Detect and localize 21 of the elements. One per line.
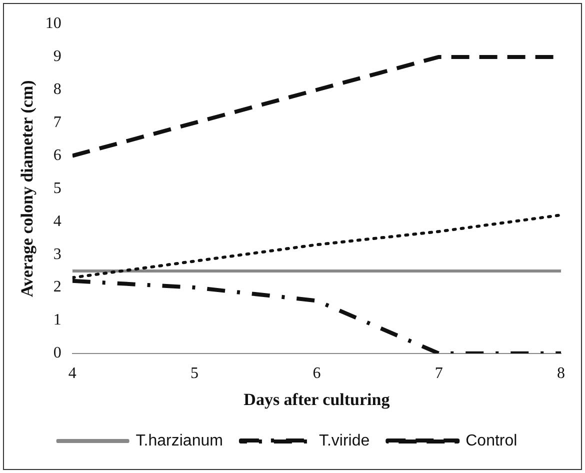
x-tick-label: 8: [557, 365, 565, 382]
y-tick-label: 10: [45, 15, 62, 32]
y-tick-label: 4: [53, 212, 62, 230]
y-tick-label: 2: [53, 278, 62, 296]
y-tick-label: 5: [53, 180, 62, 197]
y-tick-label: 1: [53, 312, 62, 329]
x-tick-label: 5: [190, 365, 199, 382]
y-tick-label: 3: [53, 246, 62, 263]
legend-label: T.viride: [318, 432, 370, 450]
x-axis-title: Days after culturing: [244, 390, 390, 410]
y-tick-label: 6: [53, 146, 62, 164]
y-axis-title: Average colony diameter (cm): [18, 80, 37, 298]
x-tick-label: 6: [312, 365, 321, 382]
x-tick-label: 4: [68, 365, 76, 382]
y-tick-label: 0: [53, 344, 62, 362]
y-tick-label: 7: [53, 114, 62, 132]
legend-label: T.harzianum: [136, 432, 223, 450]
y-tick-label: 8: [53, 81, 62, 98]
x-tick-label: 7: [434, 365, 443, 382]
legend-label: Control: [466, 432, 518, 450]
y-tick-label: 9: [53, 48, 62, 66]
